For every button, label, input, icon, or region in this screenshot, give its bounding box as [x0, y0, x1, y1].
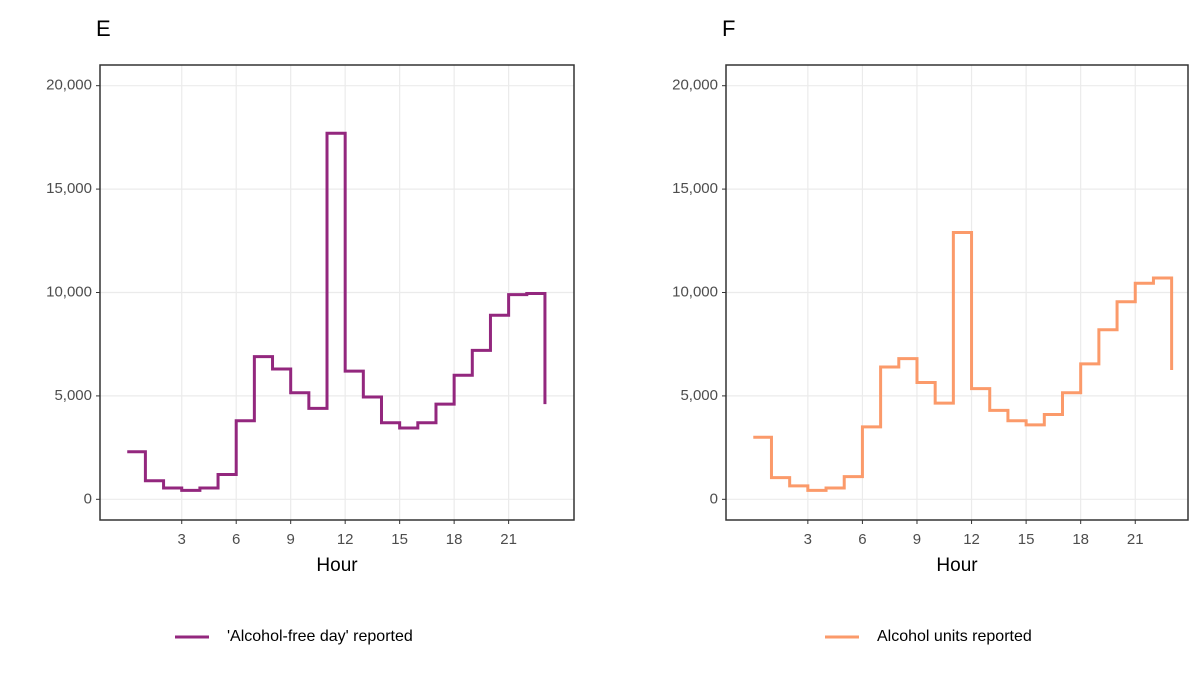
plot-border: [99, 64, 575, 521]
legend-label: Alcohol units reported: [877, 628, 1032, 645]
x-tick-label: 3: [804, 531, 812, 548]
x-tick-label: 9: [913, 531, 921, 548]
panel-title: F: [722, 16, 735, 41]
panel-title: E: [96, 16, 111, 41]
x-tick-label: 15: [1018, 531, 1035, 548]
x-tick-label: 21: [1127, 531, 1144, 548]
x-tick-label: 15: [391, 531, 408, 548]
x-axis-title: Hour: [936, 555, 978, 576]
step-line: [127, 131, 547, 492]
legend-label: 'Alcohol-free day' reported: [227, 628, 413, 645]
y-tick-label: 10,000: [672, 283, 718, 300]
y-tick-label: 20,000: [672, 77, 718, 94]
x-axis-title: Hour: [316, 555, 358, 576]
y-tick-label: 0: [84, 490, 92, 507]
y-tick-label: 5,000: [680, 387, 718, 404]
y-tick-label: 0: [710, 490, 718, 507]
y-tick-label: 10,000: [46, 283, 92, 300]
x-tick-label: 3: [178, 531, 186, 548]
x-tick-label: 6: [858, 531, 866, 548]
x-tick-label: 12: [337, 531, 354, 548]
x-tick-label: 21: [500, 531, 517, 548]
step-line: [753, 231, 1174, 492]
x-tick-label: 9: [287, 531, 295, 548]
x-tick-label: 6: [232, 531, 240, 548]
y-tick-label: 15,000: [46, 180, 92, 197]
x-tick-label: 12: [963, 531, 980, 548]
x-tick-label: 18: [446, 531, 463, 548]
plot-border: [725, 64, 1189, 521]
y-tick-label: 20,000: [46, 77, 92, 94]
y-tick-label: 15,000: [672, 180, 718, 197]
y-tick-label: 5,000: [54, 387, 92, 404]
x-tick-label: 18: [1072, 531, 1089, 548]
